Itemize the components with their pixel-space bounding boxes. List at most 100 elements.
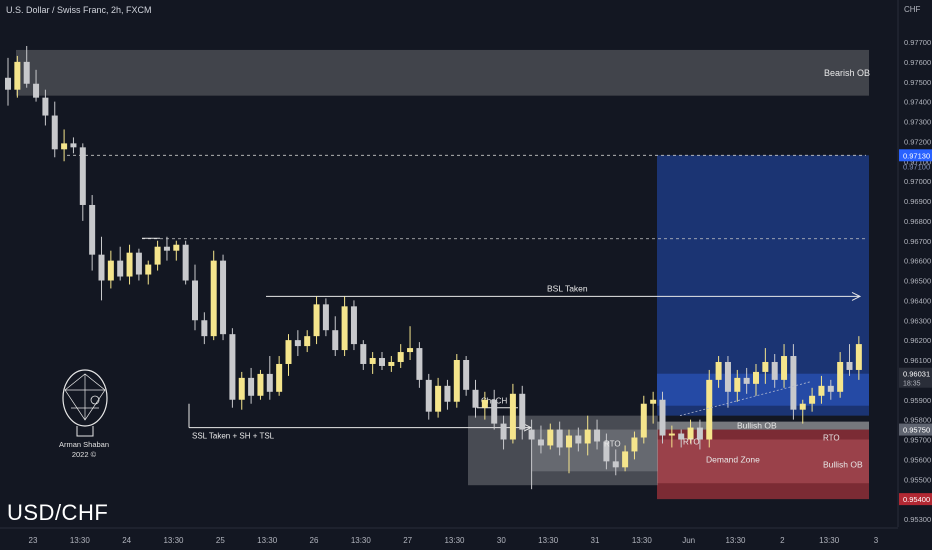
candle-body <box>248 377 255 396</box>
price-tick-label: 0.97400 <box>904 98 931 107</box>
bullish-ob-band <box>657 421 869 430</box>
candle-body <box>360 344 367 364</box>
stop-zone <box>657 429 869 500</box>
candle-body <box>397 352 404 362</box>
candle-body <box>425 379 432 412</box>
candle-body <box>444 385 451 402</box>
candle-body <box>584 429 591 444</box>
bearish-ob-zone <box>16 49 869 96</box>
candle-body <box>182 244 189 281</box>
candle-body <box>350 306 357 345</box>
candle-body <box>715 361 722 380</box>
candle-body <box>827 385 834 392</box>
candle-body <box>724 361 731 392</box>
candle-body <box>603 441 610 462</box>
candle-body <box>528 429 535 440</box>
candle-body <box>678 433 685 440</box>
price-tick-label: 0.96200 <box>904 336 931 345</box>
price-tick-label: 0.97300 <box>904 118 931 127</box>
price-tick-label: 0.96700 <box>904 237 931 246</box>
candle-body <box>537 439 544 446</box>
price-tick-label: 0.96100 <box>904 356 931 365</box>
candle-body <box>51 115 58 150</box>
candle-body <box>388 361 395 366</box>
candle-body <box>407 348 414 353</box>
candle-body <box>379 358 385 366</box>
candle-body <box>70 143 77 148</box>
demand-zone-overlay <box>657 439 869 484</box>
candle-body <box>126 252 133 277</box>
candle-body <box>285 340 292 364</box>
entry-price-badge: 0.95750 <box>903 426 930 435</box>
countdown-label: 18:35 <box>903 381 921 388</box>
candle-body <box>173 244 180 251</box>
price-tick-label: 0.96900 <box>904 197 931 206</box>
candle-body <box>322 304 329 331</box>
time-tick-label: 13:30 <box>819 536 840 545</box>
candle-body <box>332 330 339 351</box>
candle-body <box>753 371 759 384</box>
time-tick-label: 25 <box>216 536 225 545</box>
candle-body <box>668 433 675 436</box>
candle-body <box>313 304 320 337</box>
entry-price-badge-bg <box>899 423 932 436</box>
time-tick-label: 13:30 <box>70 536 91 545</box>
time-tick-label: 2 <box>780 536 785 545</box>
time-tick-label: 24 <box>122 536 131 545</box>
candle-body <box>594 429 601 442</box>
candle-body <box>107 260 114 281</box>
price-tick-label: 0.96300 <box>904 316 931 325</box>
time-tick-label: 13:30 <box>351 536 372 545</box>
rto-label-3: RTO <box>823 434 840 443</box>
candle-body <box>145 264 152 275</box>
demand-zone-label: Demand Zone <box>706 454 760 464</box>
candle-body <box>575 435 582 444</box>
price-tick-label: 0.95500 <box>904 475 931 484</box>
candle-body <box>500 423 507 440</box>
candle-body <box>23 61 30 84</box>
candle-body <box>341 306 348 351</box>
target-sub-label: 0.97100 <box>903 162 930 171</box>
time-tick-label: Jun <box>682 536 695 545</box>
candle-body <box>135 252 142 275</box>
candle-body <box>491 399 498 424</box>
stop-price-badge: 0.95400 <box>903 495 930 504</box>
candle-body <box>61 143 68 150</box>
candle-body <box>519 393 526 430</box>
candle-body <box>781 356 788 380</box>
candle-body <box>566 435 572 448</box>
ssl-arrow <box>523 423 533 432</box>
candle-body <box>238 377 245 400</box>
candle-body <box>687 427 694 440</box>
price-tick-label: 0.97700 <box>904 38 931 47</box>
candle-body <box>799 403 806 410</box>
candle-body <box>818 385 825 396</box>
candle-body <box>369 358 376 364</box>
price-tick-label: 0.96500 <box>904 277 931 286</box>
candle-body <box>640 403 647 438</box>
last-price-bg <box>899 367 932 388</box>
price-tick-label: 0.97500 <box>904 78 931 87</box>
pair-watermark: USD/CHF <box>7 500 109 525</box>
price-tick-label: 0.95600 <box>904 455 931 464</box>
time-tick-label: 13:30 <box>632 536 653 545</box>
candle-body <box>743 377 750 384</box>
candle-body <box>33 83 40 98</box>
candle-body <box>855 344 862 370</box>
candle-body <box>192 280 198 321</box>
candle-body <box>79 147 86 205</box>
candle-body <box>631 437 638 452</box>
candle-body <box>304 336 311 347</box>
candle-body <box>706 379 713 440</box>
time-tick-label: 26 <box>310 536 319 545</box>
time-tick-label: 31 <box>591 536 600 545</box>
price-tick-label: 0.96600 <box>904 257 931 266</box>
stop-price-badge-bg <box>899 493 932 506</box>
bsl-label: BSL Taken <box>547 283 588 293</box>
price-tick-label: 0.97000 <box>904 177 931 186</box>
price-tick-label: 0.95900 <box>904 396 931 405</box>
candle-body <box>5 77 11 90</box>
candle-body <box>435 385 442 412</box>
